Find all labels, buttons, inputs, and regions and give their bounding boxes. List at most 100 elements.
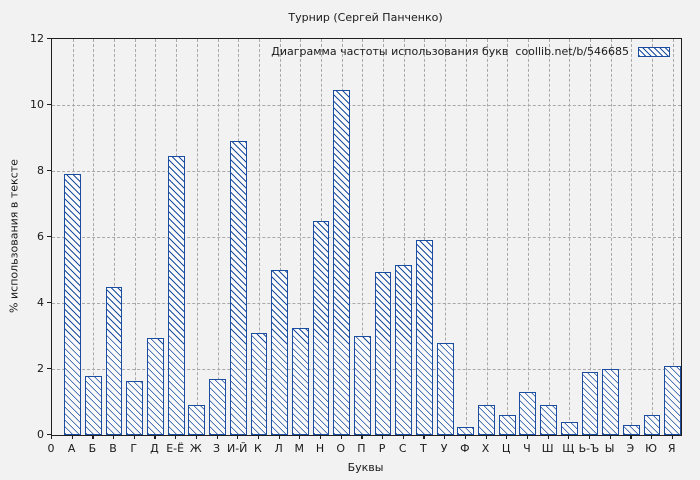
y-tick-mark-0 [47, 434, 51, 436]
x-tick-label-Г: Г [130, 442, 138, 455]
y-tick-label-0: 0 [37, 428, 44, 441]
v-gridline-Х [486, 39, 488, 435]
y-tick-label-6: 6 [37, 230, 44, 243]
h-gridline-8 [52, 171, 681, 172]
x-tick-label-Р: Р [378, 442, 386, 455]
bar-Ф [457, 426, 475, 435]
x-tick-label-Н: Н [315, 442, 325, 455]
x-tick-label-Ф: Ф [460, 442, 470, 455]
x-tick-mark-У [444, 435, 446, 439]
v-gridline-Ц [507, 39, 509, 435]
x-tick-label-Щ: Щ [562, 442, 575, 455]
x-tick-mark-Д [154, 435, 156, 439]
v-gridline-Ы [610, 39, 612, 435]
v-gridline-Ь-Ъ [589, 39, 591, 435]
v-gridline-Э [631, 39, 633, 435]
y-tick-mark-12 [47, 38, 51, 40]
bar-Ш [540, 405, 557, 435]
bar-Ь-Ъ [581, 372, 599, 435]
x-tick-mark-Л [278, 435, 280, 439]
y-tick-mark-4 [47, 302, 51, 304]
v-gridline-В [114, 39, 116, 435]
y-tick-label-10: 10 [30, 98, 44, 111]
y-tick-mark-8 [47, 170, 51, 172]
bar-Ж [188, 405, 206, 435]
x-tick-label-Ж: Ж [189, 442, 202, 455]
bar-Ы [602, 369, 620, 435]
x-tick-mark-К [257, 435, 260, 439]
bar-Ю [643, 415, 661, 435]
x-tick-label-К: К [254, 442, 262, 455]
x-tick-label-origin: 0 [47, 442, 55, 455]
v-gridline-З [217, 39, 219, 435]
x-tick-mark-Ф [464, 435, 466, 439]
v-gridline-Ю [652, 39, 654, 435]
x-tick-label-О: О [336, 442, 345, 455]
x-tick-label-Ч: Ч [523, 442, 531, 455]
bar-И-Й [229, 141, 247, 435]
x-tick-label-Ш: Ш [541, 442, 554, 455]
v-gridline-У [445, 39, 447, 435]
v-gridline-Ф [465, 39, 467, 435]
y-tick-mark-2 [47, 368, 51, 370]
bar-О [333, 90, 351, 435]
x-tick-label-С: С [398, 442, 407, 455]
v-gridline-Т [424, 39, 426, 435]
bar-Б [84, 375, 102, 435]
x-tick-mark-Э [630, 435, 632, 439]
x-tick-label-Я: Я [667, 442, 676, 455]
bar-Т [416, 240, 433, 435]
x-tick-mark-Я [671, 435, 673, 439]
x-tick-label-Е-Ё: Е-Ё [166, 442, 185, 455]
legend-label: Диаграмма частоты использования букв coo… [271, 45, 629, 58]
v-gridline-Б [93, 39, 95, 435]
x-tick-mark-Ы [609, 435, 611, 439]
v-gridline-Ч [527, 39, 529, 435]
v-gridline-С [403, 39, 405, 435]
bar-Г [126, 380, 144, 435]
x-tick-mark-Е-Ё [175, 435, 177, 439]
y-tick-label-4: 4 [37, 296, 44, 309]
hatched-bar-swatch-icon [638, 46, 670, 57]
x-tick-mark-Ш [547, 435, 549, 439]
x-tick-mark-З [216, 435, 218, 439]
x-tick-label-З: З [212, 442, 221, 455]
v-gridline-Ж [196, 39, 198, 435]
v-gridline-К [258, 39, 260, 435]
v-gridline-Д [155, 39, 157, 435]
x-tick-mark-Ж [195, 435, 198, 439]
bar-Ц [498, 415, 516, 435]
bar-У [436, 342, 454, 435]
x-tick-label-Х: Х [481, 442, 490, 455]
bar-Ч [519, 392, 537, 435]
v-gridline-Р [383, 39, 385, 435]
bar-К [250, 332, 268, 435]
v-gridline-П [362, 39, 364, 435]
y-tick-label-12: 12 [30, 32, 44, 45]
x-tick-mark-Б [92, 435, 94, 439]
x-tick-mark-Х [485, 435, 487, 439]
bar-Д [147, 337, 164, 435]
plot-area: Диаграмма частоты использования букв coo… [51, 38, 682, 436]
bar-З [209, 378, 226, 435]
x-tick-mark-С [402, 435, 404, 439]
x-tick-label-Б: Б [88, 442, 97, 455]
x-tick-mark-Ч [526, 435, 529, 439]
x-axis-title: Буквы [347, 461, 384, 474]
x-tick-label-Ы: Ы [604, 442, 615, 455]
h-gridline-10 [52, 105, 681, 106]
v-gridline-Я [672, 39, 674, 435]
v-gridline-Г [134, 39, 136, 435]
y-tick-label-2: 2 [37, 362, 44, 375]
x-tick-label-Ц: Ц [501, 442, 511, 455]
bar-С [395, 265, 413, 435]
x-tick-mark-Ь-Ъ [588, 435, 591, 439]
x-tick-label-Э: Э [626, 442, 635, 455]
x-tick-mark-О [340, 435, 342, 439]
h-gridline-4 [52, 303, 681, 304]
v-gridline-Ш [548, 39, 550, 435]
x-tick-label-Д: Д [150, 442, 159, 455]
x-tick-mark-origin [51, 435, 53, 439]
bar-В [105, 286, 123, 435]
bar-Н [312, 220, 330, 435]
